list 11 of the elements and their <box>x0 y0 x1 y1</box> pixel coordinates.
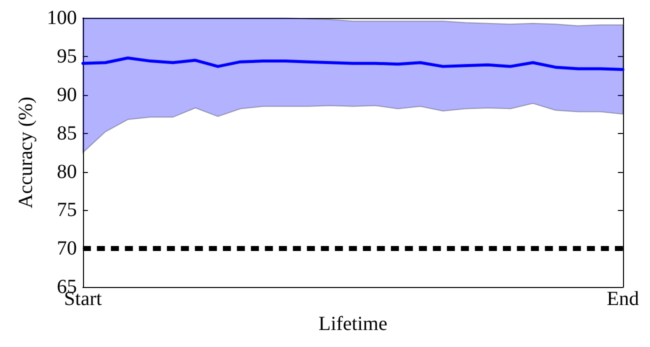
y-tick-label: 80 <box>56 160 77 183</box>
y-tick-label: 85 <box>56 122 77 144</box>
y-tick-label: 95 <box>56 45 77 68</box>
y-tick-label: 75 <box>56 199 77 222</box>
y-tick-label: 90 <box>56 84 77 106</box>
y-tick-label: 70 <box>56 238 77 260</box>
x-axis-title: Lifetime <box>318 313 388 335</box>
y-tick-label: 100 <box>46 7 77 29</box>
line-series <box>81 56 624 72</box>
y-axis-title: Accuracy (%) <box>15 96 37 208</box>
x-tick-label: End <box>606 288 639 310</box>
